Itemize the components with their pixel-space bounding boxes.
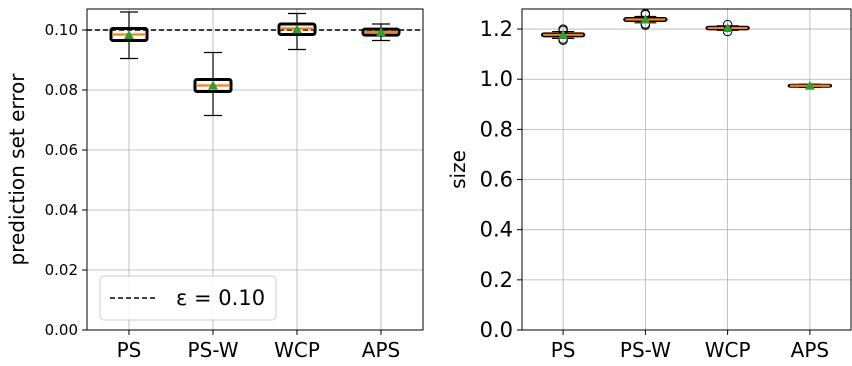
axes-frame — [86, 8, 424, 331]
axes-frame — [521, 8, 852, 331]
y-axis-label: size — [446, 150, 470, 189]
y-tick-label: 0.10 — [45, 21, 78, 39]
mean-marker — [376, 27, 386, 37]
x-tick-label: PS — [117, 338, 142, 362]
mean-marker — [558, 29, 569, 39]
mean-marker — [292, 24, 302, 34]
x-tick-label: WCP — [274, 338, 320, 362]
x-tick-label: PS — [551, 338, 576, 362]
legend-label-epsilon: ε = 0.10 — [176, 286, 265, 310]
y-tick-label: 0.4 — [480, 218, 513, 242]
y-tick-label: 1.2 — [480, 17, 513, 41]
y-axis-label: prediction set error — [5, 73, 29, 266]
mean-marker — [722, 23, 733, 33]
panel-size: 0.0 0.2 0.4 0.6 0.8 1.0 1.2 PS PS-W WCP APS size — [446, 8, 852, 362]
legend-box — [99, 275, 277, 321]
x-tick-label: WCP — [705, 338, 751, 362]
x-tick-label: PS-W — [620, 338, 671, 362]
x-tick-label: APS — [791, 338, 829, 362]
y-tick-label: 0.6 — [480, 168, 513, 192]
box-wcp — [277, 22, 317, 36]
mean-marker — [124, 30, 134, 40]
y-tick-label: 0.06 — [45, 141, 78, 159]
y-tick-label: 0.02 — [45, 261, 78, 279]
y-tick-label: 0.8 — [480, 117, 513, 141]
x-tick-label: APS — [362, 338, 400, 362]
mean-marker — [208, 80, 218, 90]
y-tick-label: 0.04 — [45, 201, 78, 219]
box-ps-w — [193, 78, 233, 93]
panel-prediction-set-error: 0.00 0.02 0.04 0.06 0.08 0.10 PS PS-W WCP APS pred… — [5, 8, 424, 362]
mean-marker — [804, 80, 815, 90]
y-tick-label: 0.08 — [45, 81, 78, 99]
y-tick-label: 1.0 — [480, 67, 513, 91]
mean-marker — [640, 14, 651, 24]
y-tick-label: 0.0 — [480, 318, 513, 342]
y-tick-label: 0.2 — [480, 268, 513, 292]
y-tick-label: 0.00 — [45, 321, 78, 339]
box-ps — [109, 27, 149, 42]
x-tick-label: PS-W — [188, 338, 239, 362]
